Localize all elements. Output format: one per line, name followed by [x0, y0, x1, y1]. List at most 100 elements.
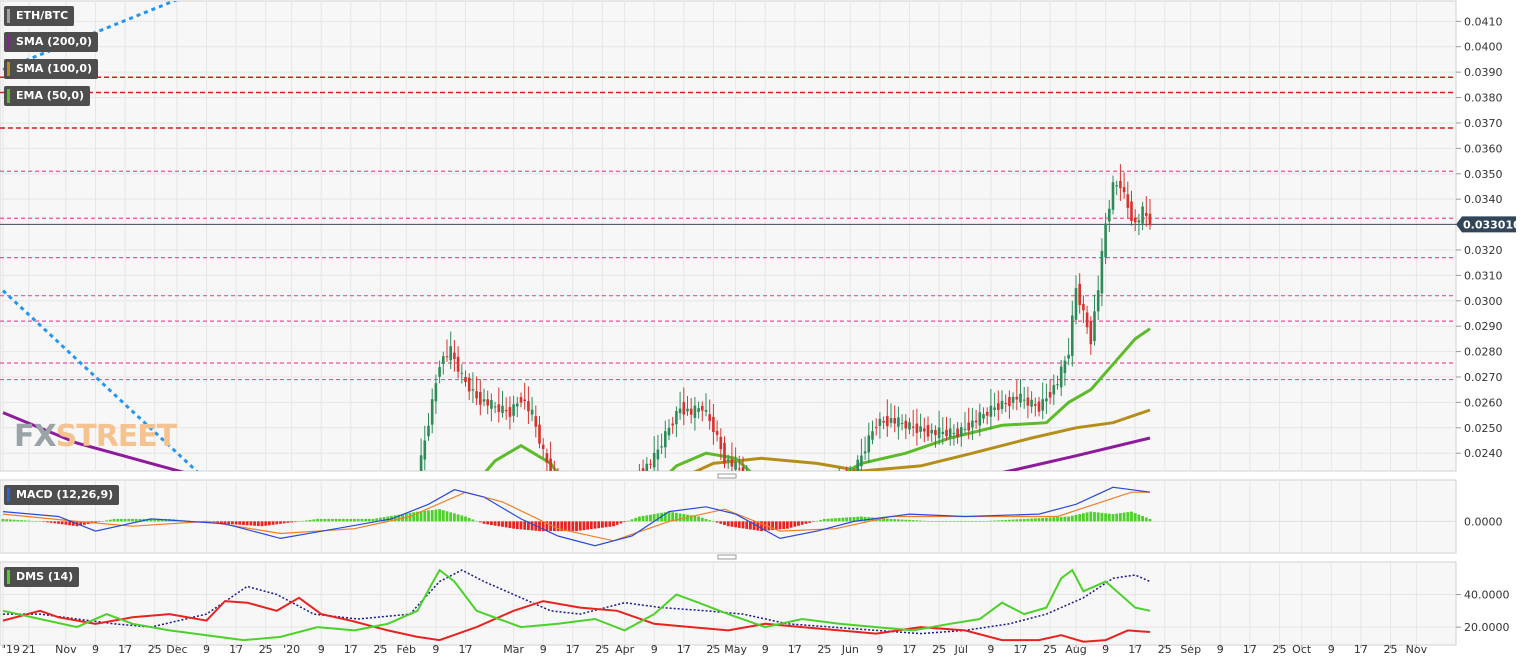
price-tick-label: 0.0310: [1464, 269, 1503, 282]
candle-body: [641, 468, 645, 471]
legend-sma100[interactable]: SMA (100,0): [4, 59, 99, 79]
macd-histogram-bar: [826, 518, 830, 522]
price-tick-label: 0.0240: [1464, 447, 1503, 460]
date-tick-label: 25: [1043, 643, 1057, 656]
legend-dms[interactable]: DMS (14): [4, 567, 80, 587]
macd-histogram-bar: [919, 520, 922, 522]
legend-sma100-label: SMA (100,0): [16, 62, 93, 75]
macd-histogram-bar: [815, 520, 819, 522]
macd-histogram-bar: [393, 515, 397, 522]
macd-histogram-bar: [823, 518, 826, 522]
legend-sma200-label: SMA (200,0): [16, 35, 93, 48]
current-price-tag-bg: [1456, 216, 1516, 233]
macd-histogram-bar: [941, 521, 945, 522]
macd-histogram-bar: [615, 521, 619, 525]
candle-body: [971, 420, 974, 428]
macd-histogram-bar: [689, 515, 693, 522]
candle-body: [667, 427, 671, 436]
macd-histogram-bar: [937, 521, 941, 522]
macd-histogram-bar: [1130, 511, 1133, 522]
candle-body: [1100, 250, 1104, 294]
macd-histogram-bar: [552, 521, 556, 532]
macd-histogram-bar: [601, 521, 604, 528]
macd-histogram-bar: [612, 521, 615, 527]
macd-histogram-bar: [356, 518, 360, 522]
date-tick-label: Jul: [954, 643, 968, 656]
macd-histogram-bar: [1133, 513, 1137, 522]
macd-histogram-bar: [367, 518, 371, 522]
macd-histogram-bar: [216, 521, 219, 524]
candle-body: [1078, 283, 1081, 306]
candle-body: [915, 423, 919, 433]
legend-symbol[interactable]: ETH/BTC: [4, 6, 75, 26]
macd-histogram-bar: [1033, 518, 1037, 522]
price-tick-label: 0.0340: [1464, 193, 1503, 206]
macd-histogram-bar: [323, 518, 327, 522]
macd-histogram-bar: [908, 519, 911, 522]
legend-sma200[interactable]: SMA (200,0): [4, 32, 99, 52]
legend-macd-swatch: [7, 488, 10, 502]
macd-histogram-bar: [926, 520, 930, 522]
date-tick-label: 25: [706, 643, 720, 656]
macd-histogram-bar: [1004, 519, 1008, 522]
dms-tick-label: 20.0000: [1464, 621, 1510, 634]
date-tick-label: 17: [118, 643, 132, 656]
macd-histogram-bar: [678, 513, 682, 522]
macd-histogram-bar: [131, 518, 134, 522]
macd-histogram-bar: [423, 510, 427, 522]
candle-body: [734, 462, 737, 470]
legend-ema50[interactable]: EMA (50,0): [4, 86, 90, 106]
macd-histogram-bar: [638, 516, 641, 522]
macd-histogram-bar: [808, 521, 811, 523]
candle-body: [656, 449, 660, 460]
macd-histogram-bar: [763, 521, 767, 531]
candle-body: [974, 420, 978, 423]
macd-histogram-bar: [760, 521, 763, 532]
candle-body: [449, 346, 452, 361]
macd-histogram-bar: [386, 516, 390, 522]
candle-body: [1022, 399, 1026, 401]
candle-body: [1148, 213, 1152, 226]
macd-histogram-bar: [741, 521, 745, 529]
price-tick-label: 0.0280: [1464, 346, 1503, 359]
macd-histogram-bar: [434, 509, 438, 522]
macd-histogram-bar: [934, 521, 937, 522]
macd-histogram-bar: [1019, 519, 1022, 522]
date-tick-label: '20: [283, 643, 300, 656]
macd-histogram-bar: [242, 521, 245, 526]
macd-histogram-bar: [42, 521, 46, 522]
macd-histogram-bar: [845, 517, 848, 522]
macd-histogram-bar: [675, 512, 678, 522]
macd-histogram-bar: [1059, 516, 1063, 522]
macd-histogram-bar: [149, 518, 153, 522]
macd-histogram-bar: [316, 518, 319, 522]
candle-body: [475, 391, 478, 399]
macd-histogram-bar: [1041, 517, 1045, 522]
macd-histogram-bar: [900, 519, 904, 522]
macd-histogram-bar: [1089, 511, 1093, 522]
date-tick-label: 25: [259, 643, 273, 656]
macd-histogram-bar: [897, 519, 900, 522]
date-tick-label: 25: [373, 643, 387, 656]
macd-histogram-bar: [449, 512, 453, 522]
macd-histogram-bar: [490, 521, 493, 526]
candle-body: [652, 452, 656, 468]
candle-body: [538, 424, 541, 444]
macd-histogram-bar: [626, 520, 630, 522]
macd-histogram-bar: [852, 516, 856, 522]
macd-histogram-bar: [1085, 512, 1089, 522]
macd-histogram-bar: [571, 521, 575, 532]
macd-histogram-bar: [227, 521, 231, 525]
macd-histogram-bar: [1, 518, 5, 522]
macd-histogram-bar: [16, 519, 20, 522]
macd-histogram-bar: [749, 521, 752, 530]
macd-histogram-bar: [623, 521, 626, 523]
macd-histogram-bar: [105, 520, 108, 522]
price-tick-label: 0.0300: [1464, 295, 1503, 308]
dms-adx-line: [3, 569, 1151, 635]
macd-histogram-bar: [789, 521, 793, 528]
macd-histogram-bar: [767, 521, 771, 531]
legend-symbol-label: ETH/BTC: [16, 9, 69, 22]
legend-macd[interactable]: MACD (12,26,9): [4, 485, 120, 505]
date-tick-label: May: [724, 643, 747, 656]
